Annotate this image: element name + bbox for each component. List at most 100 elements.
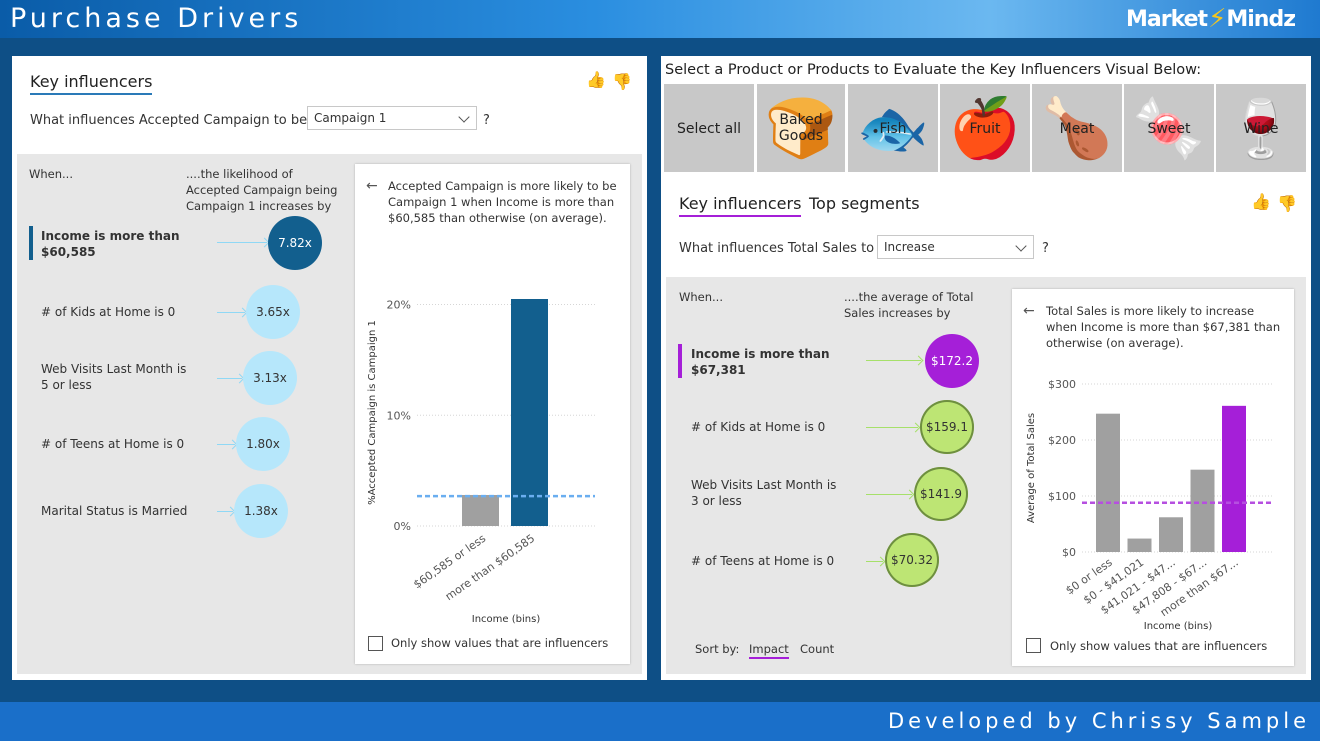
- bread-icon: 🍞: [764, 94, 838, 162]
- campaign-dropdown[interactable]: Campaign 1: [307, 106, 477, 130]
- dropdown-value: Campaign 1: [314, 111, 387, 125]
- thumbs-up-icon[interactable]: 👍: [586, 70, 606, 89]
- x-axis-label: Income (bins): [1144, 621, 1213, 632]
- candy-icon: 🍬: [1132, 94, 1206, 162]
- bar: [1127, 538, 1152, 552]
- bar: [462, 494, 499, 526]
- bar: [1096, 413, 1120, 552]
- influencers-only-checkbox[interactable]: [1026, 638, 1041, 653]
- product-tile-sweet[interactable]: 🍬 Sweet: [1124, 84, 1214, 172]
- influencer-bubble[interactable]: 7.82x: [268, 216, 322, 270]
- product-tile-fish[interactable]: 🐟 Fish: [848, 84, 938, 172]
- connector-arrow: [866, 561, 883, 562]
- y-tick-label: 0%: [394, 520, 411, 533]
- y-tick-label: $200: [1048, 434, 1076, 447]
- influencer-label[interactable]: Web Visits Last Month is 3 or less: [691, 478, 837, 508]
- company-logo: Market ⚡ Mindz: [1126, 0, 1296, 38]
- influencer-bubble[interactable]: 3.13x: [243, 351, 297, 405]
- y-tick-label: $0: [1062, 546, 1076, 559]
- wine-glass-icon: 🍷: [1224, 94, 1298, 162]
- y-tick-label: $100: [1048, 490, 1076, 503]
- when-label: When...: [29, 167, 73, 181]
- connector-arrow: [217, 242, 267, 243]
- left-key-influencers-panel: Key influencers 👍 👎 What influences Acce…: [12, 56, 647, 680]
- bar: [1190, 469, 1215, 552]
- influencer-bubble[interactable]: $172.2: [925, 334, 979, 388]
- question-suffix: ?: [483, 113, 490, 128]
- influencers-area-right: When... ....the average of Total Sales i…: [666, 277, 1306, 674]
- slicer-title: Select a Product or Products to Evaluate…: [665, 62, 1202, 78]
- tile-label: Fish: [879, 121, 907, 137]
- connector-arrow: [217, 312, 245, 313]
- influencer-label[interactable]: # of Teens at Home is 0: [41, 437, 185, 451]
- influencers-only-checkbox[interactable]: [368, 636, 383, 651]
- developer-credit: Developed by Chrissy Sample: [888, 709, 1310, 733]
- tab-key-influencers[interactable]: Key influencers: [30, 72, 153, 95]
- fish-icon: 🐟: [856, 94, 930, 162]
- detail-text: Accepted Campaign is more likely to be C…: [388, 179, 617, 225]
- thumbs-down-icon[interactable]: 👎: [612, 72, 632, 91]
- sort-by-label: Sort by:: [695, 642, 740, 656]
- likelihood-header: ....the likelihood of Accepted Campaign …: [186, 167, 338, 213]
- tab-top-segments[interactable]: Top segments: [809, 194, 920, 213]
- header-bar: Purchase Drivers Market ⚡ Mindz: [0, 0, 1320, 38]
- footer-bar: [0, 702, 1320, 741]
- connector-arrow: [866, 494, 912, 495]
- product-tile-meat[interactable]: 🍗 Meat: [1032, 84, 1122, 172]
- y-tick-label: 10%: [387, 409, 411, 422]
- influencer-label[interactable]: # of Kids at Home is 0: [41, 305, 176, 319]
- question-suffix-right: ?: [1042, 241, 1049, 256]
- influencer-bubble[interactable]: 1.38x: [234, 484, 288, 538]
- dropdown-value: Increase: [884, 240, 935, 254]
- connector-arrow: [217, 378, 242, 379]
- influencer-bubble[interactable]: $141.9: [914, 467, 968, 521]
- tile-label: Sweet: [1147, 121, 1191, 137]
- influencer-bubble[interactable]: 3.65x: [246, 285, 300, 339]
- y-tick-label: $300: [1048, 378, 1076, 391]
- connector-arrow: [866, 427, 918, 428]
- left-detail-card: ← Accepted Campaign is more likely to be…: [355, 164, 630, 664]
- checkbox-label: Only show values that are influencers: [1050, 639, 1268, 653]
- question-prefix: What influences Accepted Campaign to be: [30, 113, 308, 128]
- x-axis-label: Income (bins): [472, 614, 541, 624]
- influencer-label[interactable]: Income is more than $60,585: [41, 229, 180, 259]
- influencer-label[interactable]: Income is more than $67,381: [691, 347, 830, 377]
- influencer-label[interactable]: Web Visits Last Month is 5 or less: [41, 362, 187, 392]
- selected-row-indicator: [678, 344, 682, 378]
- thumbs-up-icon[interactable]: 👍: [1251, 192, 1271, 211]
- back-arrow-icon[interactable]: ←: [366, 178, 378, 194]
- tile-label: Fruit: [969, 121, 1001, 137]
- apple-icon: 🍎: [948, 94, 1022, 162]
- product-tile-fruit[interactable]: 🍎 Fruit: [940, 84, 1030, 172]
- back-arrow-icon[interactable]: ←: [1023, 303, 1035, 319]
- product-tile-baked-goods[interactable]: 🍞 Baked Goods: [757, 84, 845, 172]
- thumbs-down-icon[interactable]: 👎: [1277, 194, 1297, 213]
- influencer-bubble[interactable]: $159.1: [920, 400, 974, 454]
- chevron-down-icon: [458, 111, 470, 123]
- influencer-bubble[interactable]: 1.80x: [236, 417, 290, 471]
- y-tick-label: 20%: [387, 299, 411, 312]
- bar: [1159, 517, 1183, 552]
- average-header: ....the average of Total Sales increases…: [844, 290, 974, 320]
- influencer-label[interactable]: Marital Status is Married: [41, 504, 188, 518]
- logo-text-market: Market: [1126, 6, 1208, 32]
- right-detail-card: ← Total Sales is more likely to increase…: [1012, 289, 1294, 666]
- connector-arrow: [866, 360, 921, 361]
- logo-text-mindz: Mindz: [1226, 6, 1296, 32]
- connector-arrow: [217, 444, 235, 445]
- detail-text: Total Sales is more likely to increase w…: [1046, 304, 1281, 350]
- bar: [1222, 405, 1246, 552]
- sort-option-count[interactable]: Count: [800, 642, 835, 656]
- connector-arrow: [217, 511, 233, 512]
- meat-icon: 🍗: [1040, 94, 1114, 162]
- influencer-label[interactable]: # of Teens at Home is 0: [691, 554, 835, 568]
- chevron-down-icon: [1015, 240, 1027, 252]
- total-sales-dropdown[interactable]: Increase: [877, 235, 1034, 259]
- product-tile-wine[interactable]: 🍷 Wine: [1216, 84, 1306, 172]
- influencer-bubble[interactable]: $70.32: [885, 533, 939, 587]
- influencers-area: When... ....the likelihood of Accepted C…: [17, 154, 642, 674]
- sort-option-impact[interactable]: Impact: [749, 641, 789, 659]
- influencer-label[interactable]: # of Kids at Home is 0: [691, 420, 826, 434]
- product-tile-select-all[interactable]: Select all: [664, 84, 754, 172]
- tab-key-influencers-right[interactable]: Key influencers: [679, 194, 802, 217]
